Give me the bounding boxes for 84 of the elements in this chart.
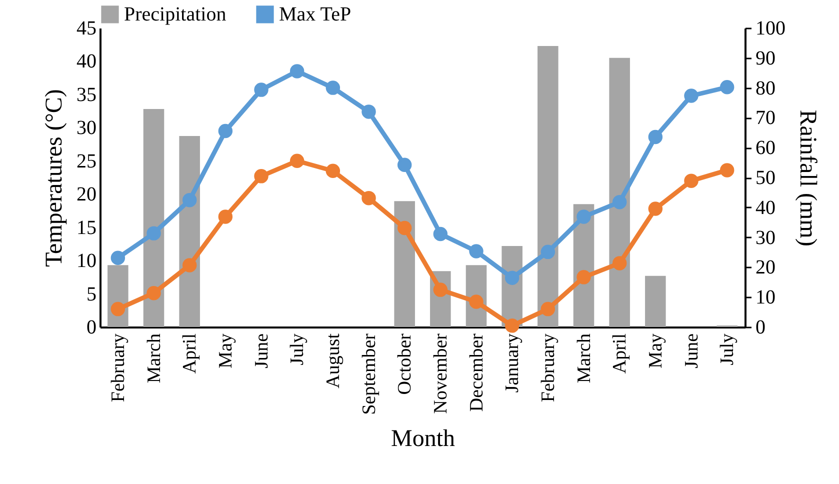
y-tick-label: 10: [76, 250, 96, 272]
point: [218, 124, 233, 138]
x-tick-label: May: [645, 333, 666, 368]
point: [648, 202, 663, 216]
x-tick-label: December: [466, 332, 488, 412]
y2-tick-label: 0: [756, 316, 766, 338]
x-tick-label: May: [215, 333, 236, 368]
y-tick-label: 15: [76, 216, 96, 239]
point: [182, 192, 197, 208]
x-tick-label: April: [180, 334, 201, 374]
y2-axis-title: Rainfall (mm): [794, 110, 820, 246]
point: [540, 302, 556, 316]
y2-tick-label: 50: [756, 167, 776, 189]
bar: [538, 46, 558, 327]
point: [326, 80, 340, 95]
point: [433, 282, 448, 297]
x-tick-label: February: [538, 333, 559, 402]
point: [254, 169, 268, 184]
point: [146, 226, 161, 240]
x-tick-label: October: [394, 332, 416, 395]
y2-tick-label: 20: [756, 256, 776, 279]
point: [720, 80, 734, 94]
y2-tick-label: 30: [756, 226, 776, 249]
y2-tick-label: 80: [756, 77, 776, 100]
bar: [609, 58, 630, 327]
point: [218, 210, 233, 224]
legend-label: Precipitation: [124, 3, 226, 26]
y2-tick-label: 90: [756, 47, 776, 70]
point: [397, 158, 412, 172]
y2-tick-label: 100: [756, 18, 786, 40]
y-tick-label: 30: [76, 117, 96, 140]
y2-tick-label: 60: [756, 137, 776, 160]
point: [684, 88, 698, 103]
y2-tick-label: 40: [756, 196, 776, 219]
y-tick-label: 40: [76, 50, 96, 73]
point: [648, 130, 663, 144]
y-axis-title: Temperatures (°C): [42, 89, 68, 267]
x-tick-label: November: [430, 332, 452, 414]
x-tick-label: April: [610, 334, 631, 374]
point: [720, 163, 734, 178]
point: [504, 318, 520, 333]
y2-tick-label: 70: [756, 107, 776, 130]
point: [612, 194, 627, 210]
point: [182, 258, 197, 272]
point: [290, 154, 304, 168]
point: [504, 270, 520, 285]
point: [146, 286, 161, 300]
point: [254, 82, 268, 97]
x-tick-label: June: [681, 334, 702, 368]
y-tick-label: 35: [76, 84, 96, 106]
point: [362, 190, 376, 206]
y-tick-label: 25: [76, 150, 96, 172]
x-tick-label: August: [322, 332, 344, 388]
x-tick-label: June: [251, 334, 272, 368]
x-tick-label: February: [108, 333, 129, 402]
point: [469, 294, 484, 309]
point: [576, 210, 591, 224]
y2-tick-label: 10: [756, 286, 776, 309]
x-tick-label: March: [574, 333, 595, 384]
point: [684, 174, 698, 188]
legend-label: Max TeP: [279, 3, 352, 26]
x-tick-label: March: [144, 333, 165, 384]
point: [397, 220, 412, 236]
y-tick-label: 20: [76, 184, 96, 206]
x-axis-title: Month: [390, 426, 456, 452]
point: [612, 256, 627, 270]
y-tick-label: 0: [86, 316, 96, 338]
x-tick-label: January: [502, 333, 524, 393]
y-tick-label: 45: [76, 18, 96, 40]
x-tick-label: July: [287, 333, 308, 366]
point: [469, 244, 484, 258]
x-tick-label: September: [358, 332, 380, 415]
x-tick-label: July: [717, 333, 738, 366]
point: [326, 164, 340, 178]
bar: [143, 109, 164, 327]
y-tick-label: 5: [86, 283, 96, 306]
bar: [645, 276, 666, 327]
point: [433, 226, 448, 242]
point: [362, 104, 376, 119]
point: [110, 250, 126, 266]
point: [110, 302, 126, 316]
point: [290, 64, 304, 78]
point: [576, 270, 591, 284]
point: [540, 244, 556, 260]
